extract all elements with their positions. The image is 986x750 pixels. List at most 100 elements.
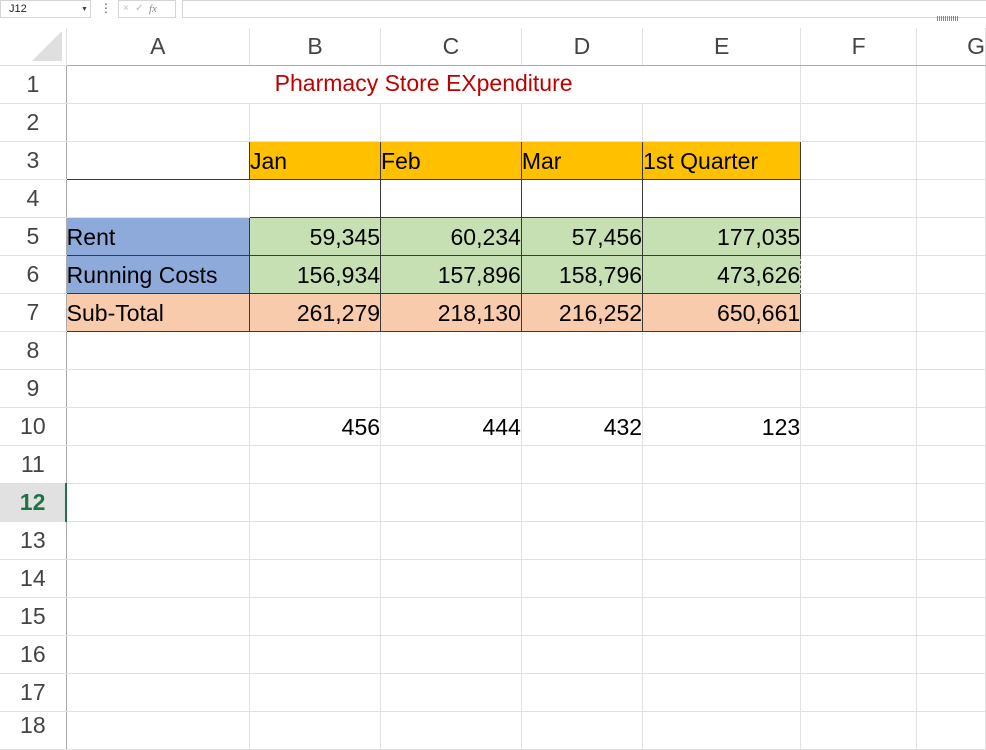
- row-header-10[interactable]: 10: [0, 407, 67, 446]
- row-header-7[interactable]: 7: [0, 293, 67, 332]
- cell[interactable]: [800, 179, 918, 218]
- row-header-11[interactable]: 11: [0, 445, 67, 484]
- cell[interactable]: [521, 483, 644, 522]
- cell[interactable]: [66, 559, 251, 598]
- cell[interactable]: [642, 673, 802, 712]
- cell[interactable]: [916, 635, 986, 674]
- subtotal-feb[interactable]: 218,130: [380, 293, 522, 332]
- cell[interactable]: [800, 711, 918, 750]
- cell[interactable]: [521, 597, 644, 636]
- cell[interactable]: [916, 141, 986, 180]
- cell[interactable]: [916, 559, 986, 598]
- column-header-f[interactable]: F: [800, 28, 918, 66]
- header-mar[interactable]: Mar: [520, 141, 644, 180]
- cell[interactable]: [642, 559, 802, 598]
- column-header-d[interactable]: D: [521, 28, 644, 66]
- cell-b4[interactable]: [249, 179, 382, 218]
- row-header-1[interactable]: 1: [0, 65, 67, 104]
- cell[interactable]: [916, 255, 986, 294]
- cell[interactable]: [642, 635, 802, 674]
- row-header-8[interactable]: 8: [0, 331, 67, 370]
- cell[interactable]: [249, 521, 382, 560]
- row-header-17[interactable]: 17: [0, 673, 67, 712]
- cell[interactable]: [521, 331, 644, 370]
- running-feb[interactable]: 157,896: [380, 255, 522, 294]
- cell[interactable]: [916, 331, 986, 370]
- cell[interactable]: [521, 635, 644, 674]
- cell[interactable]: [800, 331, 918, 370]
- cell[interactable]: [800, 673, 918, 712]
- row-header-16[interactable]: 16: [0, 635, 67, 674]
- cell[interactable]: [249, 369, 382, 408]
- cell-c10[interactable]: 444: [380, 407, 522, 446]
- cell[interactable]: [66, 331, 251, 370]
- cell[interactable]: [66, 711, 251, 750]
- row-header-13[interactable]: 13: [0, 521, 67, 560]
- cell[interactable]: [642, 331, 802, 370]
- cell[interactable]: [916, 521, 986, 560]
- cell[interactable]: [521, 103, 644, 142]
- header-jan[interactable]: Jan: [249, 141, 382, 180]
- cell-e10[interactable]: 123: [642, 407, 802, 446]
- running-mar[interactable]: 158,796: [520, 255, 644, 294]
- cell[interactable]: [521, 369, 644, 408]
- cell-d10[interactable]: 432: [521, 407, 644, 446]
- enter-icon[interactable]: ✓: [135, 3, 144, 14]
- cell[interactable]: [916, 369, 986, 408]
- rent-jan[interactable]: 59,345: [249, 217, 382, 256]
- cell[interactable]: [521, 673, 644, 712]
- more-options-icon[interactable]: ⋮: [100, 1, 112, 15]
- cell[interactable]: [800, 445, 918, 484]
- cell[interactable]: [800, 369, 918, 408]
- cell[interactable]: [916, 103, 986, 142]
- cell[interactable]: [800, 293, 918, 332]
- cell[interactable]: [642, 483, 802, 522]
- name-box[interactable]: J12 ▼: [0, 0, 91, 18]
- cell[interactable]: [249, 597, 382, 636]
- cell[interactable]: [380, 635, 522, 674]
- header-feb[interactable]: Feb: [380, 141, 522, 180]
- cell[interactable]: [66, 673, 251, 712]
- cell[interactable]: [916, 179, 986, 218]
- cell[interactable]: [380, 369, 522, 408]
- cell[interactable]: [66, 407, 251, 446]
- row-header-6[interactable]: 6: [0, 255, 67, 294]
- cell[interactable]: [521, 521, 644, 560]
- cell[interactable]: [642, 521, 802, 560]
- header-1st-quarter[interactable]: 1st Quarter: [642, 141, 802, 180]
- cell[interactable]: [642, 103, 802, 142]
- cell[interactable]: [249, 445, 382, 484]
- cell-b10[interactable]: 456: [249, 407, 382, 446]
- cell-a1-title[interactable]: Pharmacy Store EXpenditure: [66, 65, 802, 104]
- rent-feb[interactable]: 60,234: [380, 217, 522, 256]
- cell[interactable]: [800, 559, 918, 598]
- cell[interactable]: [66, 103, 251, 142]
- row-header-5[interactable]: 5: [0, 217, 67, 256]
- cell-a3[interactable]: [65, 141, 251, 180]
- cell[interactable]: [642, 711, 802, 750]
- cell[interactable]: [66, 521, 251, 560]
- cell[interactable]: [800, 635, 918, 674]
- column-header-c[interactable]: C: [380, 28, 522, 66]
- cell[interactable]: [380, 483, 522, 522]
- subtotal-quarter[interactable]: 650,661: [642, 293, 802, 332]
- name-box-dropdown-icon[interactable]: ▼: [81, 6, 88, 13]
- cell[interactable]: [380, 521, 522, 560]
- cell[interactable]: [66, 445, 251, 484]
- rent-mar[interactable]: 57,456: [520, 217, 644, 256]
- subtotal-label[interactable]: Sub-Total: [65, 293, 251, 332]
- cell[interactable]: [249, 673, 382, 712]
- subtotal-mar[interactable]: 216,252: [520, 293, 644, 332]
- cell[interactable]: [380, 445, 522, 484]
- row-header-4[interactable]: 4: [0, 179, 67, 218]
- cell[interactable]: [66, 635, 251, 674]
- cell[interactable]: [916, 597, 986, 636]
- cancel-icon[interactable]: ×: [123, 3, 129, 14]
- select-all-button[interactable]: [0, 28, 67, 66]
- cell[interactable]: [66, 597, 251, 636]
- running-costs-label[interactable]: Running Costs: [65, 255, 251, 294]
- cell-c4[interactable]: [380, 179, 522, 218]
- cell[interactable]: [66, 369, 251, 408]
- cell[interactable]: [380, 711, 522, 750]
- cell[interactable]: [800, 65, 918, 104]
